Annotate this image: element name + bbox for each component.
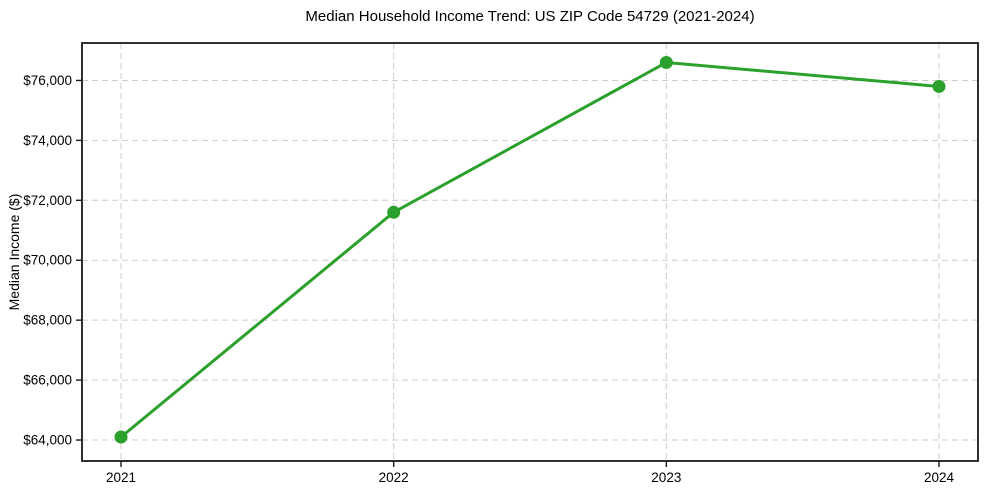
data-line: [119, 60, 941, 439]
chart-title: Median Household Income Trend: US ZIP Co…: [305, 8, 755, 25]
y-tick-label: $74,000: [23, 133, 72, 148]
data-point: [659, 55, 673, 69]
x-tick-label: 2022: [379, 470, 409, 485]
y-axis-label: Median Income ($): [6, 193, 22, 311]
y-tick-label: $68,000: [23, 313, 72, 328]
y-tick-label: $70,000: [23, 253, 72, 268]
data-point: [387, 205, 401, 219]
data-point: [114, 430, 128, 444]
y-tick-label: $64,000: [23, 433, 72, 448]
axes-border: [81, 42, 979, 462]
x-tick-label: 2023: [651, 470, 681, 485]
y-tick-label: $72,000: [23, 193, 72, 208]
y-tick-label: $76,000: [23, 73, 72, 88]
x-tick-label: 2021: [106, 470, 136, 485]
data-point: [932, 79, 946, 93]
y-tick-label: $66,000: [23, 373, 72, 388]
x-tick-label: 2024: [924, 470, 955, 485]
